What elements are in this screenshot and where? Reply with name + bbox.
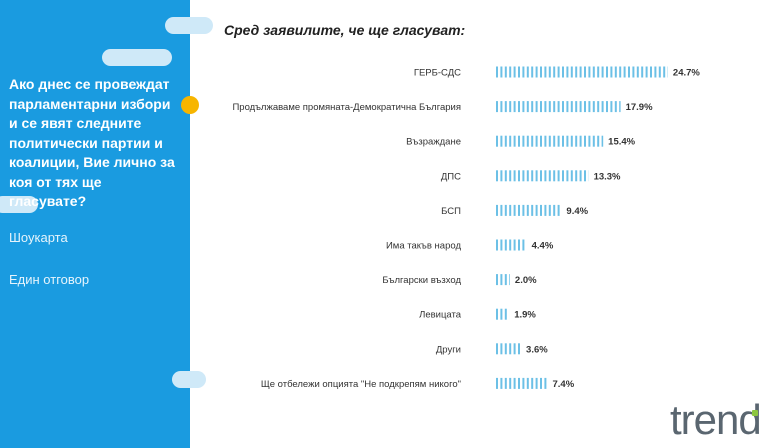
category-label: Други bbox=[436, 344, 461, 355]
answer-type: Един отговор bbox=[9, 272, 90, 287]
survey-method: Шоукарта bbox=[9, 230, 68, 245]
bar bbox=[496, 204, 560, 216]
value-label: 24.7% bbox=[673, 68, 700, 79]
survey-question: Ако днес се провеждат парламентарни избо… bbox=[9, 76, 175, 209]
category-label: Ще отбележи опцията "Не подкрепям никого… bbox=[261, 379, 461, 390]
bar-chart: ГЕРБ-СДС 24.7% Продължаваме промяната-Демо… bbox=[232, 66, 700, 390]
bar bbox=[496, 377, 547, 389]
decorative-pill bbox=[102, 49, 172, 66]
value-label: 2.0% bbox=[515, 275, 537, 286]
accent-dot bbox=[181, 96, 199, 114]
category-label: БСП bbox=[441, 206, 461, 217]
value-label: 13.3% bbox=[594, 171, 621, 182]
category-label: Има такъв народ bbox=[386, 241, 461, 252]
value-label: 4.4% bbox=[532, 241, 554, 252]
decorative-pill bbox=[0, 196, 38, 213]
bar bbox=[496, 170, 589, 182]
value-label: 17.9% bbox=[626, 102, 653, 113]
logo-mark bbox=[752, 410, 758, 416]
category-label: Възраждане bbox=[406, 137, 461, 148]
category-label: Левицата bbox=[419, 310, 462, 321]
value-label: 9.4% bbox=[566, 206, 588, 217]
category-label: ДПС bbox=[441, 171, 461, 182]
bar bbox=[496, 66, 668, 78]
sidebar-panel bbox=[0, 0, 190, 448]
bar bbox=[496, 239, 525, 251]
value-label: 3.6% bbox=[526, 344, 548, 355]
bar bbox=[496, 274, 510, 286]
category-label: Български възход bbox=[382, 275, 461, 286]
bar bbox=[496, 135, 604, 147]
category-label: Продължаваме промяната-Демократична Бълг… bbox=[232, 102, 461, 113]
category-label: ГЕРБ-СДС bbox=[414, 68, 461, 79]
value-label: 15.4% bbox=[608, 137, 635, 148]
decorative-pill bbox=[165, 17, 213, 34]
value-label: 1.9% bbox=[514, 310, 536, 321]
value-label: 7.4% bbox=[553, 379, 575, 390]
bar bbox=[496, 101, 621, 113]
trend-logo: trend bbox=[670, 396, 762, 443]
bar bbox=[496, 343, 520, 355]
bar bbox=[496, 308, 510, 320]
chart-title: Сред заявилите, че ще гласуват: bbox=[224, 22, 466, 38]
decorative-pill bbox=[172, 371, 206, 388]
